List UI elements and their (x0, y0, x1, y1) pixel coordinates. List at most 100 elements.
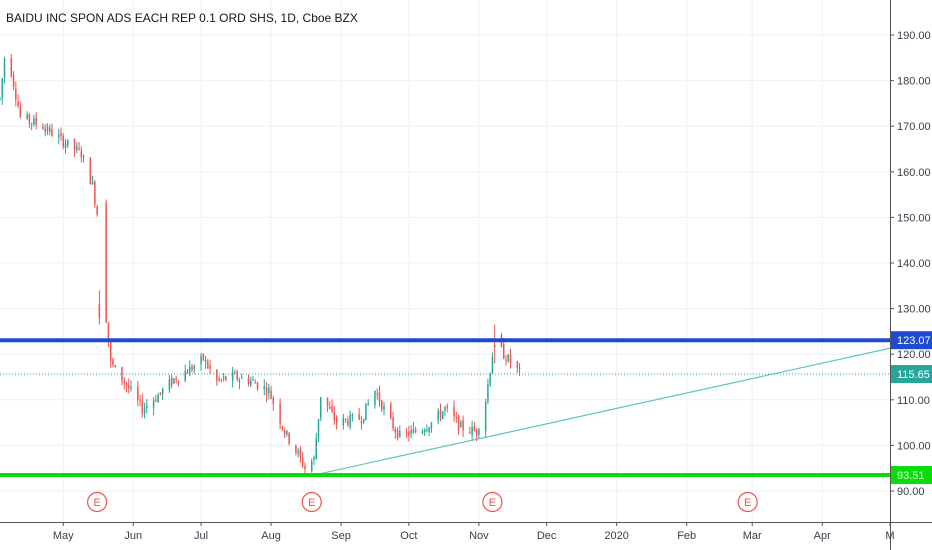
candle-body (471, 426, 473, 435)
candle-body (383, 406, 385, 410)
price-tick-label: 120.00 (897, 349, 931, 361)
candle-body (46, 126, 49, 132)
candle-body (209, 365, 211, 369)
candle-body (125, 382, 128, 386)
candle-body (315, 438, 317, 460)
candle-body (320, 397, 322, 418)
price-tick-label: 90.00 (897, 486, 925, 498)
candle-body (505, 359, 507, 362)
candle-body (426, 429, 428, 432)
candle-body (143, 408, 146, 413)
candle-body (112, 359, 114, 365)
candle-body (19, 106, 22, 117)
candle-body (234, 372, 236, 374)
candle-body (240, 377, 243, 379)
candle-body (478, 429, 480, 435)
time-tick-label: Dec (537, 530, 557, 542)
candle-body (326, 397, 329, 407)
candle-body (453, 407, 455, 417)
candle-body (263, 386, 266, 389)
candle-body (491, 356, 494, 375)
candle-body (297, 451, 299, 454)
candle-body (10, 57, 13, 77)
candle-body (412, 429, 415, 433)
candle-body (367, 403, 369, 405)
time-tick-label: Sep (331, 530, 351, 542)
time-tick-label: May (53, 530, 74, 542)
candle-body (279, 403, 281, 424)
last-price-tag-label: 115.65 (897, 369, 930, 381)
candle-body (82, 155, 85, 157)
candle-body (216, 370, 218, 381)
candle-body (15, 88, 17, 100)
candle-body (394, 428, 397, 433)
candle-body (207, 361, 209, 368)
time-tick-label: Aug (261, 530, 281, 542)
candle-body (268, 387, 270, 393)
candle-body (152, 400, 155, 409)
candle-body (329, 406, 331, 409)
candle-body (423, 430, 426, 433)
candle-body (159, 392, 162, 394)
candle-body (288, 432, 290, 444)
candle-body (441, 411, 444, 419)
price-tick-label: 140.00 (897, 258, 931, 270)
candle-body (516, 361, 519, 368)
candle-body (114, 365, 116, 368)
candle-body (64, 144, 67, 149)
candle-body (410, 430, 412, 435)
candle-body (281, 426, 284, 429)
candle-body (137, 386, 139, 400)
candle-body (89, 157, 92, 185)
candle-body (444, 407, 446, 411)
candle-body (220, 379, 223, 381)
candle-body (225, 376, 227, 381)
candle-body (473, 426, 476, 431)
earnings-marker-label: E (308, 497, 315, 509)
candle-body (469, 432, 471, 434)
price-tick-label: 170.00 (897, 121, 931, 133)
candle-body (313, 456, 315, 460)
candle-body (484, 401, 487, 432)
candle-body (509, 354, 512, 363)
candle-body (57, 135, 60, 138)
candle-body (33, 118, 35, 125)
last-price-tag (891, 365, 932, 384)
candle-body (218, 378, 220, 380)
candle-body (155, 399, 157, 401)
candle-body (304, 465, 306, 469)
candle-body (428, 427, 430, 432)
candle-body (455, 417, 458, 419)
candle-body (358, 414, 360, 420)
candle-body (170, 377, 173, 386)
candle-body (299, 448, 302, 458)
candle-body (26, 114, 28, 119)
price-tick-label: 100.00 (897, 440, 931, 452)
candle-body (204, 360, 207, 362)
candle-body (333, 412, 336, 420)
candle-body (457, 415, 460, 430)
candle-body (191, 366, 193, 371)
candle-body (493, 345, 496, 348)
chart-title: BAIDU INC SPON ADS EACH REP 0.1 ORD SHS,… (6, 11, 358, 25)
candle-body (437, 410, 439, 421)
candle-body (462, 420, 464, 431)
candle-body (344, 418, 347, 420)
candle-body (91, 181, 94, 184)
candle-body (168, 379, 171, 391)
candle-body (0, 98, 1, 100)
candle-body (252, 379, 254, 381)
candle-body (507, 354, 509, 362)
candle-body (73, 138, 76, 150)
candle-body (105, 202, 107, 323)
candle-body (439, 410, 442, 418)
candle-body (390, 403, 392, 419)
candle-body (351, 414, 354, 417)
candle-body (121, 366, 123, 381)
candle-body (349, 414, 351, 428)
candle-body (446, 406, 449, 408)
resistance-tag (891, 331, 932, 350)
earnings-marker-label: E (93, 497, 100, 509)
time-tick-label: Jun (124, 530, 142, 542)
